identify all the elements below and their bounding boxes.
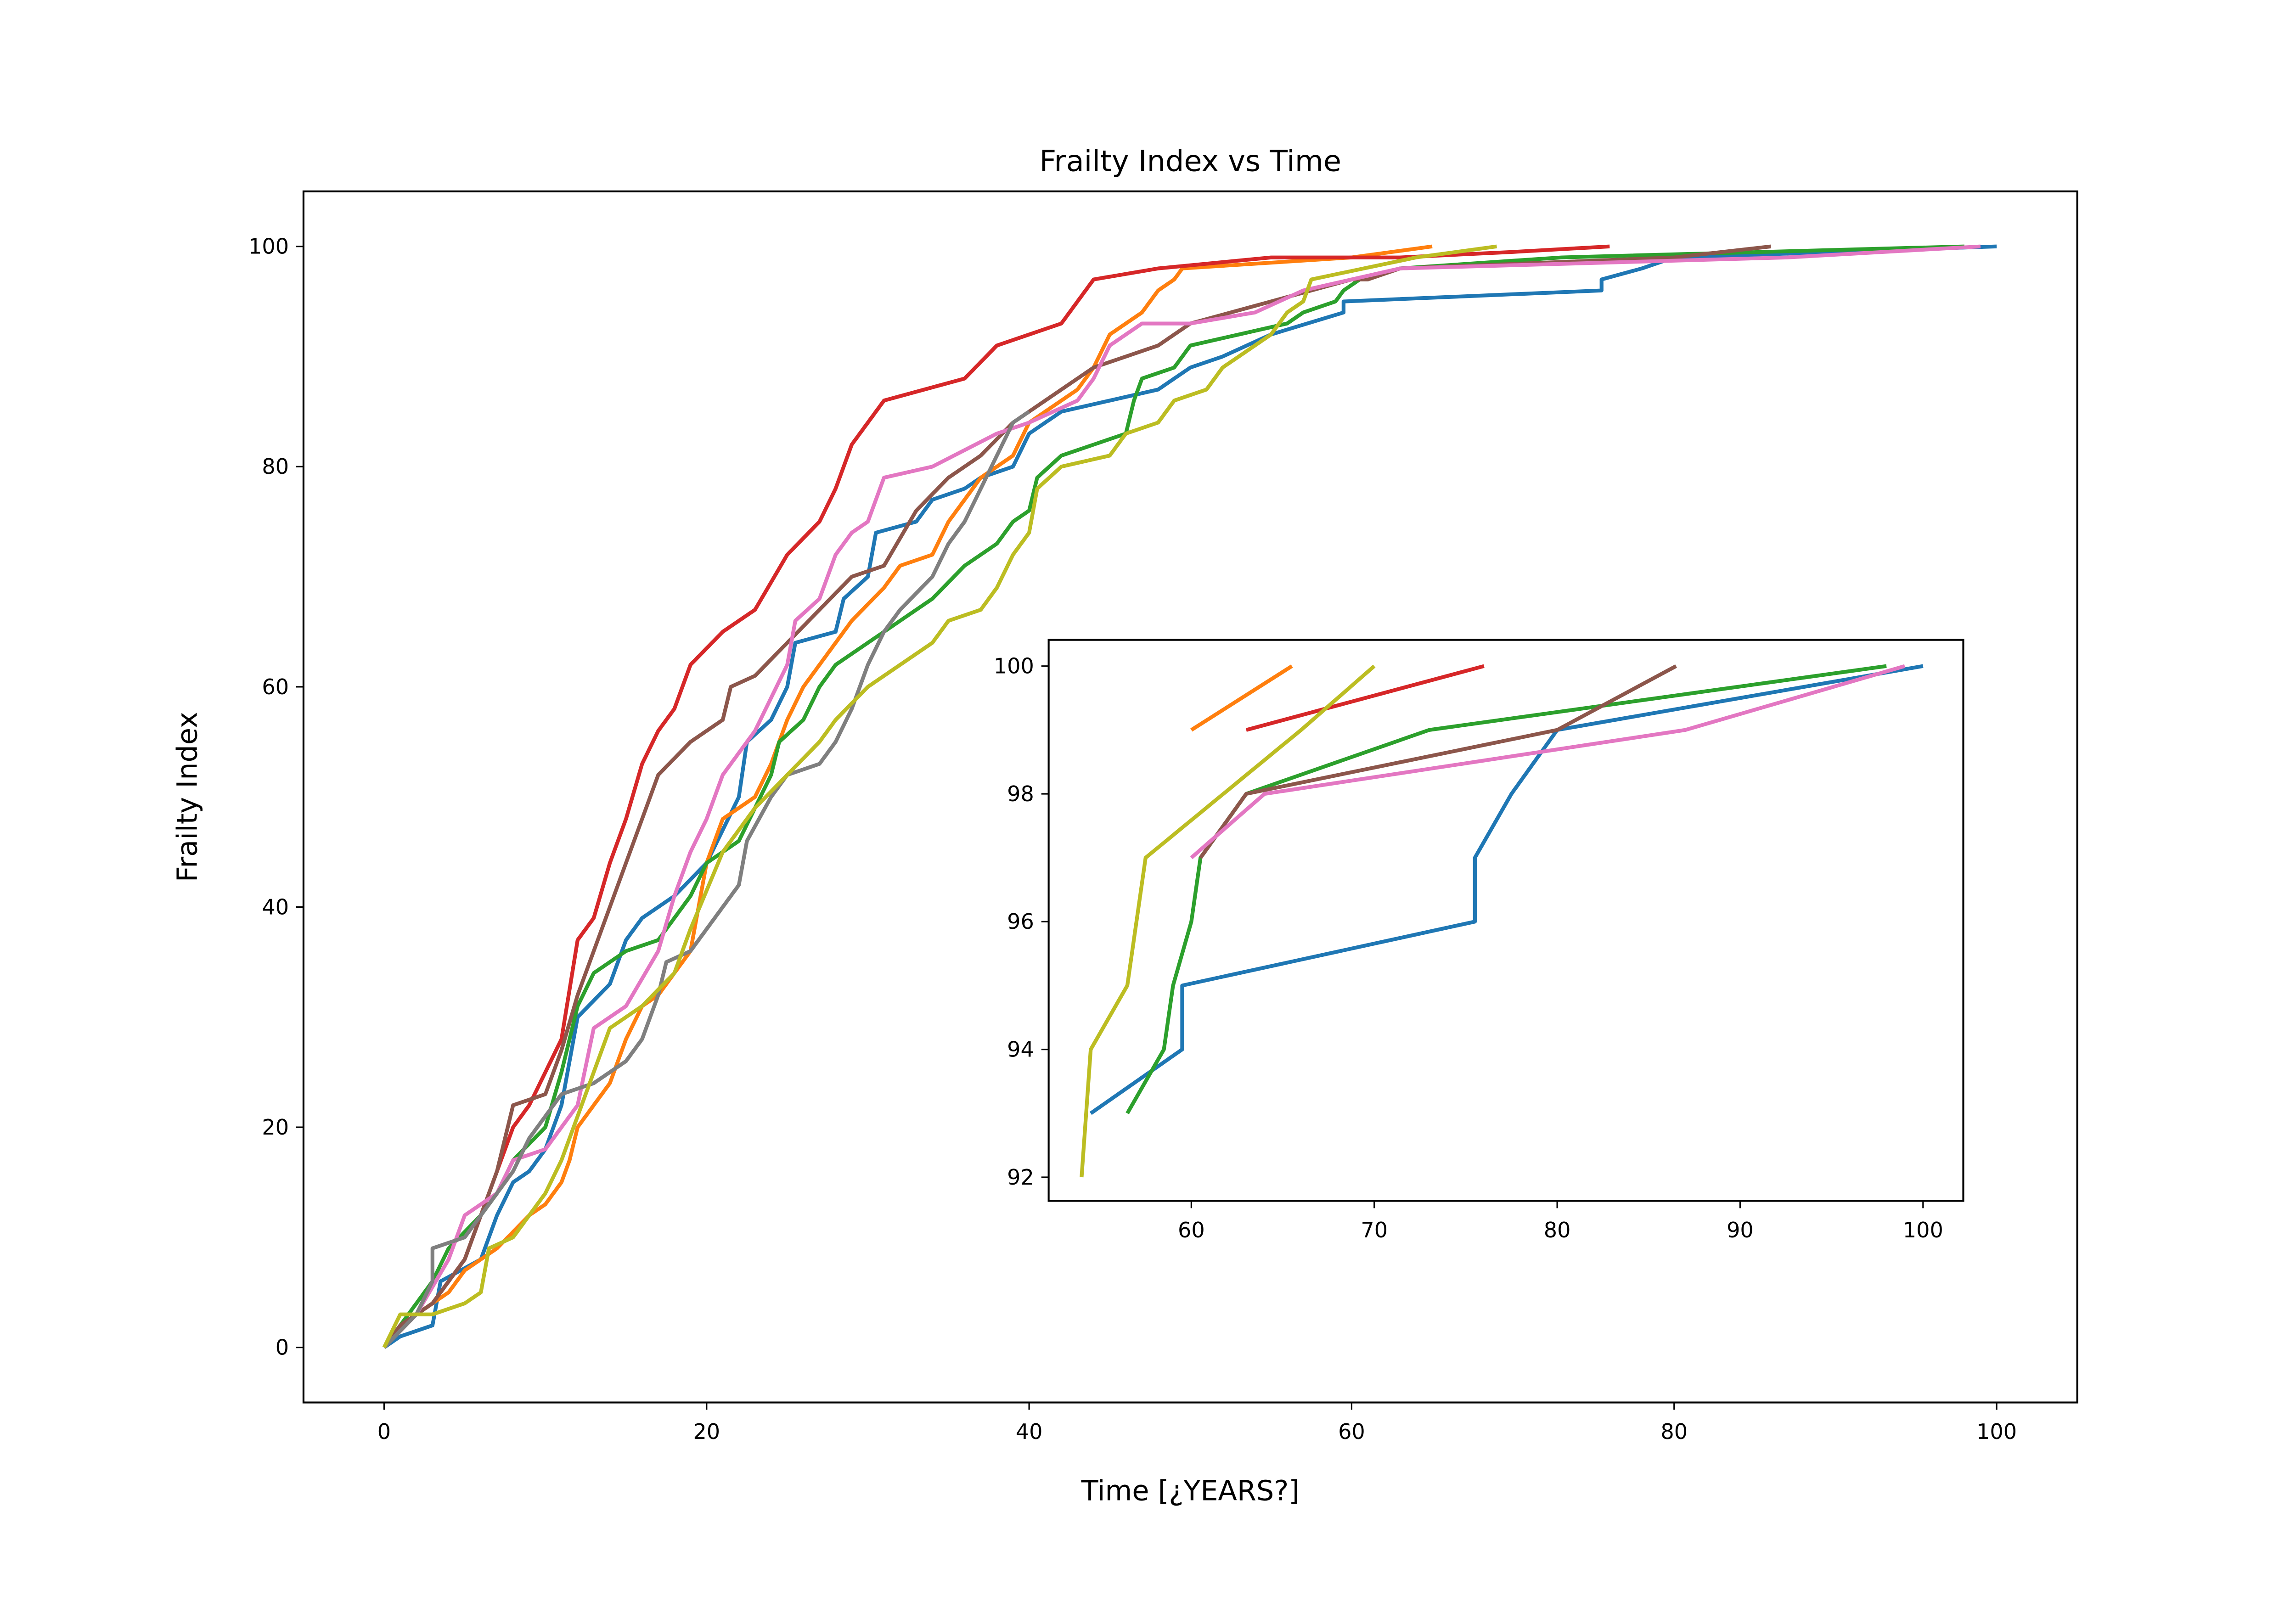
series-line: [383, 410, 1030, 1349]
plot-frame: [302, 190, 2078, 1404]
y-tick-label: 60: [262, 674, 289, 699]
x-tick-label: 0: [377, 1419, 391, 1444]
series-line: [383, 244, 1610, 1349]
y-tick-label: 100: [248, 234, 289, 259]
series-line: [383, 244, 1771, 1349]
x-axis-label: Time [¿YEARS?]: [1081, 1475, 1300, 1507]
x-tick-label: 80: [1660, 1419, 1688, 1444]
series-line: [383, 244, 1981, 1349]
x-tick-label: 20: [693, 1419, 720, 1444]
y-tick-label: 96: [1007, 909, 1034, 934]
x-tick-label: 90: [1727, 1218, 1754, 1242]
series-line: [383, 244, 1997, 1349]
y-tick-label: 100: [994, 654, 1034, 679]
y-tick-label: 80: [262, 454, 289, 479]
y-tick-label: 20: [262, 1115, 289, 1140]
series-line: [1125, 664, 1887, 1114]
x-tick-label: 70: [1361, 1218, 1388, 1242]
y-axis-label: Frailty Index: [172, 712, 204, 882]
x-tick-label: 100: [1903, 1218, 1943, 1242]
series-line: [1190, 664, 1906, 860]
series-line: [1199, 664, 1677, 859]
y-tick-label: 40: [262, 894, 289, 919]
y-tick-label: 98: [1007, 781, 1034, 806]
x-tick-label: 60: [1338, 1419, 1365, 1444]
x-tick-label: 40: [1016, 1419, 1043, 1444]
series-line: [382, 244, 1497, 1349]
chart-title: Frailty Index vs Time: [1040, 144, 1341, 178]
series-line: [1190, 664, 1293, 732]
plot-background: [1048, 640, 1964, 1201]
series-line: [1245, 664, 1485, 732]
plot-frame: [1047, 639, 1964, 1202]
x-tick-label: 80: [1544, 1218, 1571, 1242]
x-tick-label: 100: [1976, 1419, 2017, 1444]
series-line: [1080, 664, 1376, 1178]
x-tick-label: 60: [1178, 1218, 1205, 1242]
series-line: [1089, 664, 1924, 1115]
y-tick-label: 92: [1007, 1165, 1034, 1190]
y-tick-label: 94: [1007, 1037, 1034, 1062]
y-tick-label: 0: [276, 1335, 289, 1360]
